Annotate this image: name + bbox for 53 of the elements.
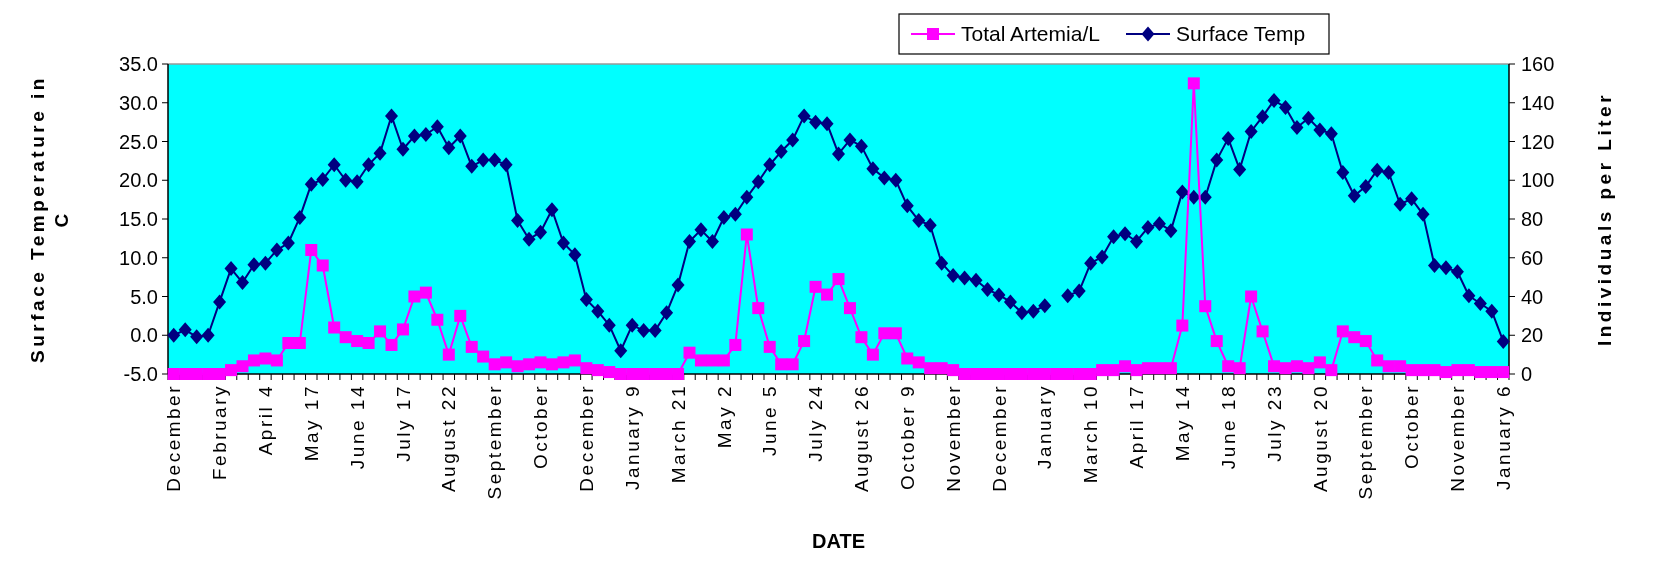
x-tick-label: February	[209, 384, 231, 481]
x-axis-title: DATE	[812, 530, 865, 552]
x-tick-label: December	[988, 384, 1010, 492]
x-tick-label: July 24	[805, 384, 827, 462]
y-tick-label: 20.0	[119, 169, 158, 192]
x-tick-label: October 9	[896, 384, 918, 490]
x-tick-label: August 22	[438, 384, 460, 493]
y-tick-label: 30.0	[119, 91, 158, 114]
y2-axis-title: Individuals per Liter	[1593, 91, 1615, 347]
x-tick-label: September	[484, 384, 506, 500]
x-tick-label: November	[942, 384, 964, 492]
x-tick-label: November	[1447, 384, 1469, 492]
x-tick-label: December	[576, 384, 597, 492]
y2-tick-label: 160	[1521, 53, 1555, 75]
x-tick-label: December	[163, 384, 185, 492]
x-tick-label: May 2	[713, 384, 735, 449]
legend-label: Total Artemia/L	[961, 22, 1100, 46]
y2-tick-label: 120	[1521, 130, 1555, 153]
x-tick-label: June 14	[346, 384, 368, 470]
x-tick-label: January 6	[1492, 384, 1514, 490]
x-tick-label: October	[530, 384, 552, 470]
x-tick-label: August 20	[1309, 384, 1331, 493]
x-tick-label: March 21	[667, 384, 689, 484]
y-tick-label: 5.0	[130, 285, 158, 308]
y-tick-label: 0.0	[130, 324, 158, 347]
y2-tick-label: 20	[1521, 324, 1544, 347]
y-axis-title: Surface Temperature in C	[27, 75, 72, 363]
x-tick-label: May 17	[300, 384, 322, 462]
x-tick-label: August 26	[851, 384, 873, 493]
y-tick-label: 10.0	[119, 246, 158, 269]
x-tick-label: May 14	[1172, 384, 1193, 462]
x-tick-label: July 23	[1263, 384, 1285, 462]
x-tick-label: October	[1401, 384, 1423, 470]
y2-tick-label: 0	[1521, 363, 1533, 385]
x-tick-label: June 5	[759, 384, 781, 457]
legend-label: Surface Temp	[1176, 22, 1306, 46]
y2-tick-label: 80	[1521, 208, 1544, 230]
y2-tick-label: 140	[1521, 91, 1555, 114]
y2-tick-label: 60	[1521, 246, 1544, 269]
x-tick-label: July 17	[392, 384, 414, 462]
x-tick-label: March 10	[1080, 384, 1102, 484]
x-tick-label: April 4	[255, 384, 277, 456]
x-tick-label: January 9	[621, 384, 643, 490]
y-tick-label: 25.0	[119, 130, 158, 153]
x-tick-label: January	[1034, 384, 1056, 470]
x-tick-label: June 18	[1217, 384, 1239, 470]
x-tick-label: April 17	[1126, 384, 1148, 469]
y-tick-label: 15.0	[119, 208, 158, 230]
y-tick-label: 35.0	[119, 53, 158, 75]
y2-tick-label: 40	[1521, 285, 1544, 308]
y2-tick-label: 100	[1521, 169, 1555, 192]
x-tick-label: September	[1355, 384, 1377, 500]
y-tick-label: -5.0	[123, 363, 158, 385]
